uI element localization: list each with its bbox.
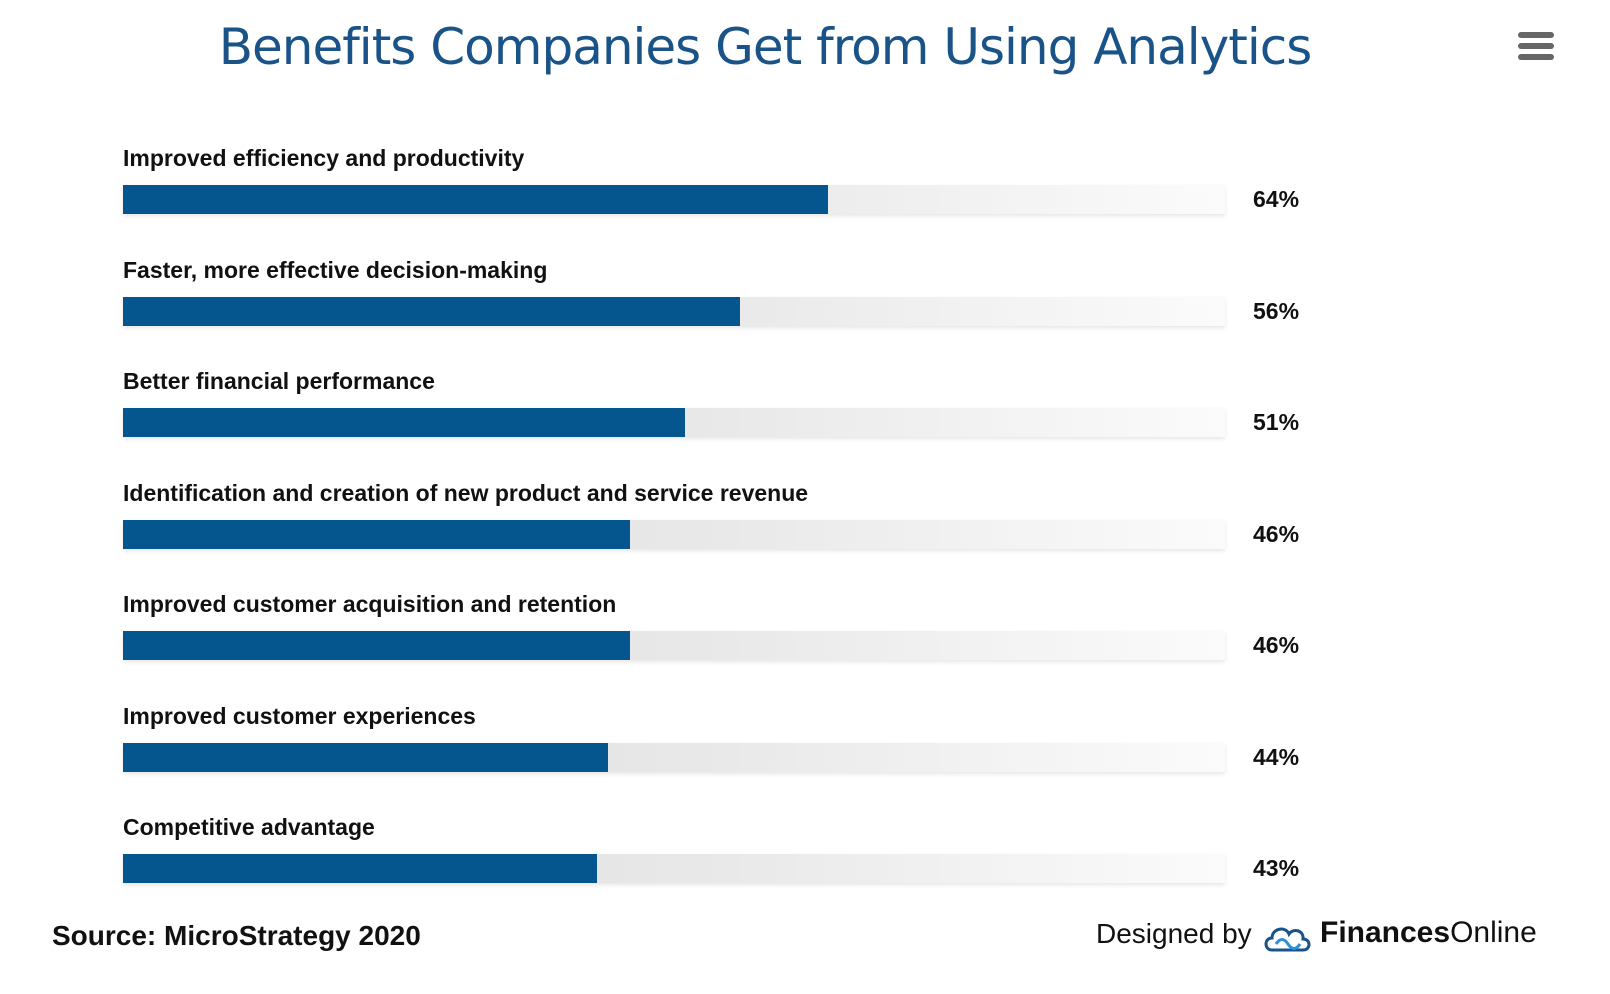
bar-track (123, 185, 1225, 214)
chart-menu-button[interactable] (1518, 30, 1556, 64)
bar-label: Better financial performance (123, 368, 435, 394)
bar-track (123, 519, 1225, 549)
hamburger-menu-icon-line (1518, 54, 1554, 60)
brand-name-light: Online (1450, 916, 1537, 949)
bar (123, 185, 829, 214)
source-note: Source: MicroStrategy 2020 (52, 920, 421, 951)
bar-value-label: 46% (1253, 632, 1300, 658)
designed-by-label: Designed by (1096, 918, 1252, 949)
brand-name: FinancesOnline (1320, 916, 1537, 950)
bar-value-label: 64% (1253, 186, 1300, 212)
brand-name-bold: Finances (1320, 916, 1451, 949)
bar (123, 519, 630, 549)
bar-label: Identification and creation of new produ… (123, 479, 809, 506)
bar (123, 408, 686, 437)
bar (123, 631, 630, 660)
bar-label: Faster, more effective decision-making (123, 256, 548, 283)
bar-value-label: 46% (1253, 520, 1300, 547)
bar (123, 854, 597, 883)
bar-track (123, 408, 1225, 437)
bar-label: Improved customer acquisition and retent… (123, 591, 617, 617)
bar-value-label: 56% (1253, 297, 1300, 324)
bar-label: Improved customer experiences (123, 702, 476, 729)
bar-label: Competitive advantage (123, 814, 375, 840)
bar-value-label: 51% (1253, 409, 1300, 435)
bar-track (123, 631, 1225, 660)
hamburger-menu-icon (1518, 32, 1554, 38)
bar-track (123, 854, 1225, 883)
bar-track (123, 296, 1225, 326)
hamburger-menu-icon-line (1518, 43, 1554, 49)
bar (123, 296, 741, 326)
bar-chart: Improved efficiency and productivity 64% F… (123, 145, 1300, 883)
bar-value-label: 43% (1253, 855, 1300, 881)
chart-title: Benefits Companies Get from Using Analyt… (218, 18, 1313, 76)
bar-value-label: 44% (1253, 743, 1300, 770)
bar (123, 742, 608, 772)
bar-track (123, 742, 1225, 772)
cloud-logo-icon (1264, 927, 1311, 952)
bar-label: Improved efficiency and productivity (123, 145, 525, 171)
